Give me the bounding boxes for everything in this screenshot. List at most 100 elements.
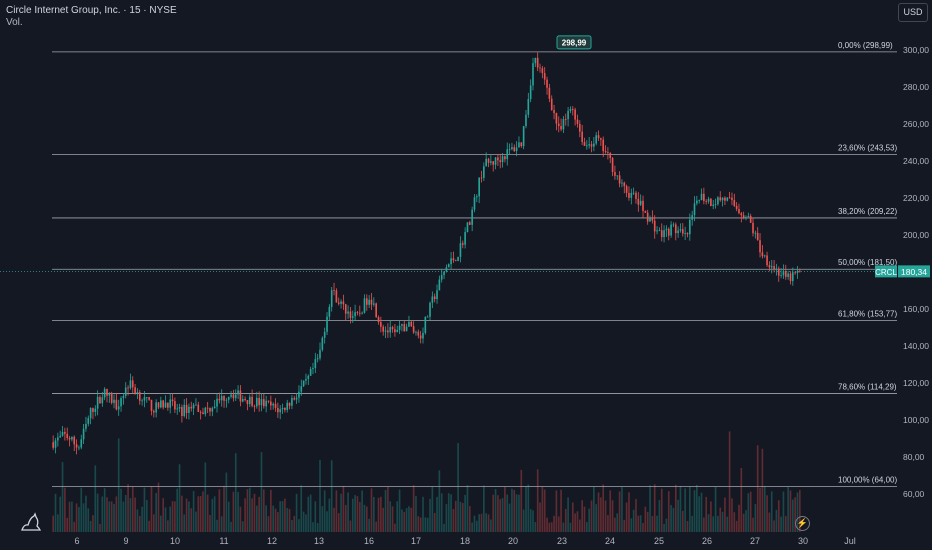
volume-bars <box>52 431 801 532</box>
volume-bar <box>672 507 675 532</box>
volume-bar <box>157 482 160 532</box>
candle-body <box>504 156 506 160</box>
volume-bar <box>780 516 782 532</box>
candle-body <box>483 166 485 178</box>
volume-bar <box>525 486 527 532</box>
volume-bar <box>181 495 183 532</box>
candle-body <box>670 224 672 236</box>
volume-bar <box>473 515 476 532</box>
volume-bar <box>518 494 520 532</box>
fib-label: 23,60% (243,53) <box>838 143 897 152</box>
candle-body <box>316 358 319 360</box>
volume-bar <box>335 490 338 532</box>
volume-bar <box>251 498 253 532</box>
fib-label: 38,20% (209,22) <box>838 207 897 216</box>
lightning-icon[interactable]: ⚡ <box>795 516 810 531</box>
volume-bar <box>129 498 132 532</box>
candle-body <box>691 215 693 220</box>
candle-body <box>101 397 104 404</box>
candle-body <box>174 401 176 410</box>
candle-body <box>616 175 619 177</box>
candle-body <box>742 215 745 219</box>
candle-body <box>684 233 686 234</box>
candle-body <box>253 405 256 407</box>
candle-body <box>127 387 129 389</box>
volume-bar <box>784 516 787 532</box>
volume-bar <box>230 521 232 532</box>
volume-bar <box>635 499 637 532</box>
candle-body <box>85 423 87 429</box>
x-tick-label: 26 <box>702 536 712 546</box>
volume-bar <box>464 494 466 532</box>
candle-body <box>560 126 562 130</box>
volume-bar <box>621 487 623 532</box>
candle-body <box>623 182 626 187</box>
volume-bar <box>185 498 188 532</box>
volume-bar <box>667 491 670 532</box>
candle-body <box>382 326 385 332</box>
volume-bar <box>141 506 143 532</box>
volume-bar <box>705 496 708 532</box>
volume-bar <box>677 499 679 532</box>
candle-body <box>227 396 230 400</box>
candle-body <box>234 394 237 399</box>
x-tick-label: 12 <box>267 536 277 546</box>
candle-body <box>258 397 260 406</box>
candle-body <box>134 387 136 394</box>
candle-body <box>307 375 310 379</box>
x-tick-label: 18 <box>460 536 470 546</box>
candle-body <box>536 57 539 68</box>
candle-body <box>635 192 637 199</box>
volume-bar <box>787 487 789 532</box>
candle-body <box>686 233 689 235</box>
candle-body <box>660 230 663 238</box>
candle-body <box>747 215 750 218</box>
volume-bar <box>796 492 799 532</box>
volume-bar <box>73 521 76 532</box>
candle-body <box>630 192 633 198</box>
x-tick-label: 24 <box>605 536 615 546</box>
volume-bar <box>583 506 586 532</box>
volume-bar <box>763 486 766 532</box>
volume-bar <box>279 501 282 532</box>
fib-label: 100,00% (64,00) <box>838 476 897 485</box>
volume-bar <box>237 491 239 532</box>
volume-bar <box>223 485 225 532</box>
candle-body <box>157 402 160 408</box>
candle-body <box>642 200 644 211</box>
volume-bar <box>710 501 712 532</box>
candle-body <box>78 447 80 449</box>
tradingview-logo-icon[interactable] <box>20 512 42 532</box>
volume-bar <box>703 517 705 532</box>
volume-bar <box>651 516 654 532</box>
candle-body <box>515 147 518 151</box>
candle-body <box>239 390 242 402</box>
candle-body <box>347 311 349 314</box>
candle-body <box>740 213 743 216</box>
currency-button[interactable]: USD <box>898 3 928 22</box>
candle-body <box>375 303 377 318</box>
candle-body <box>698 200 701 201</box>
volume-bar <box>106 497 108 532</box>
candle-body <box>422 332 424 339</box>
candle-body <box>178 407 181 409</box>
candle-body <box>356 312 359 313</box>
x-tick-label: 6 <box>74 536 79 546</box>
volume-bar <box>405 508 408 532</box>
volume-bar <box>534 522 537 532</box>
volume-bar <box>152 514 155 532</box>
volume-bar <box>305 514 307 532</box>
candle-body <box>176 408 179 410</box>
volume-bar <box>754 504 757 532</box>
volume-bar <box>232 491 235 532</box>
fib-label: 78,60% (114,29) <box>838 383 897 392</box>
volume-bar <box>101 496 104 532</box>
volume-bar <box>225 472 228 532</box>
volume-bar <box>562 522 565 532</box>
volume-bar <box>670 505 672 532</box>
volume-bar <box>195 511 197 532</box>
volume-bar <box>527 484 530 532</box>
fib-label: 50,00% (181,50) <box>838 258 897 267</box>
candle-body <box>59 435 62 438</box>
